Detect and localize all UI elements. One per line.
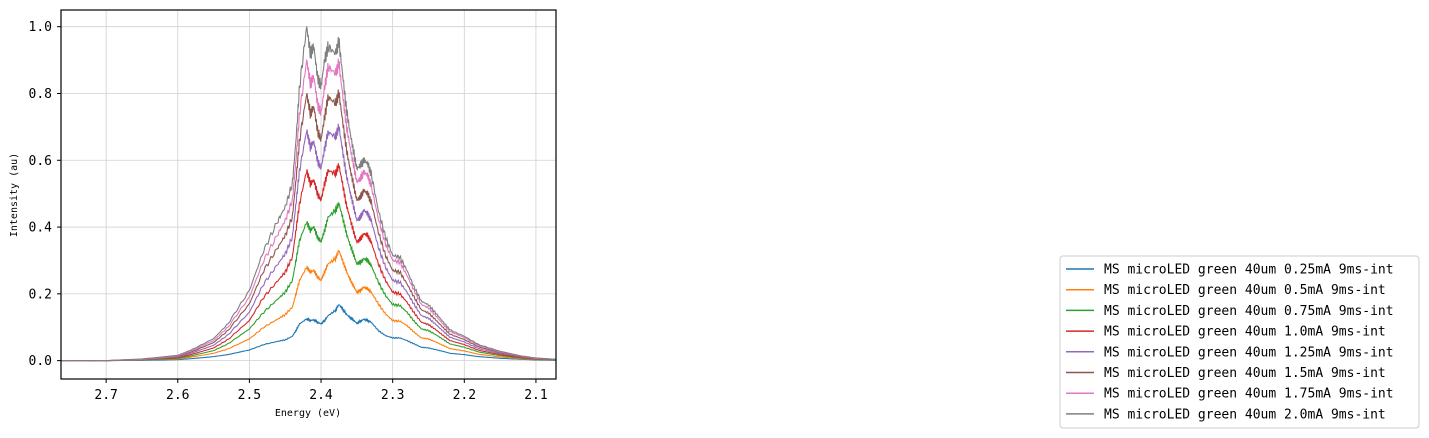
legend-label: MS microLED green 40um 2.0mA 9ms-int xyxy=(1104,407,1386,422)
x-tick-label: 2.5 xyxy=(238,388,261,403)
y-tick-label: 0.0 xyxy=(29,354,52,369)
x-tick-label: 2.6 xyxy=(166,388,189,403)
x-axis-label: Energy (eV) xyxy=(275,408,341,419)
y-tick-label: 0.8 xyxy=(29,87,52,102)
legend-label: MS microLED green 40um 0.5mA 9ms-int xyxy=(1104,283,1386,298)
y-tick-label: 0.4 xyxy=(29,221,53,236)
legend-label: MS microLED green 40um 1.5mA 9ms-int xyxy=(1104,366,1386,381)
grid xyxy=(61,10,556,379)
series-line xyxy=(61,89,556,362)
x-tick-label: 2.4 xyxy=(309,388,333,403)
y-tick-label: 0.2 xyxy=(29,287,52,302)
plot-frame xyxy=(60,9,557,380)
x-tick-label: 2.7 xyxy=(94,388,117,403)
x-tick-label: 2.3 xyxy=(381,388,404,403)
legend-frame xyxy=(1059,255,1420,429)
y-tick-label: 1.0 xyxy=(29,20,52,35)
x-tick-label: 2.2 xyxy=(453,388,476,403)
x-axis-ticks: 2.7 2.6 2.5 2.4 2.3 2.2 2.1 xyxy=(94,379,548,403)
series-line xyxy=(61,26,556,362)
legend: MS microLED green 40um 0.25mA 9ms-int MS … xyxy=(1059,255,1420,429)
series-line xyxy=(61,123,556,362)
series-line xyxy=(61,249,556,362)
legend-label: MS microLED green 40um 0.75mA 9ms-int xyxy=(1104,304,1394,319)
series-line xyxy=(61,304,556,362)
legend-label: MS microLED green 40um 1.0mA 9ms-int xyxy=(1104,325,1386,340)
series-line xyxy=(61,202,556,362)
y-axis-ticks: 0.0 0.2 0.4 0.6 0.8 1.0 xyxy=(29,20,61,369)
y-tick-label: 0.6 xyxy=(29,154,52,169)
legend-label: MS microLED green 40um 0.25mA 9ms-int xyxy=(1104,263,1394,278)
legend-label: MS microLED green 40um 1.75mA 9ms-int xyxy=(1104,387,1394,402)
legend-label: MS microLED green 40um 1.25mA 9ms-int xyxy=(1104,345,1394,360)
y-axis-label: Intensity (au) xyxy=(9,153,20,237)
series-lines xyxy=(61,26,556,362)
x-tick-label: 2.1 xyxy=(524,388,547,403)
series-line xyxy=(61,58,556,362)
series-line xyxy=(61,163,556,362)
